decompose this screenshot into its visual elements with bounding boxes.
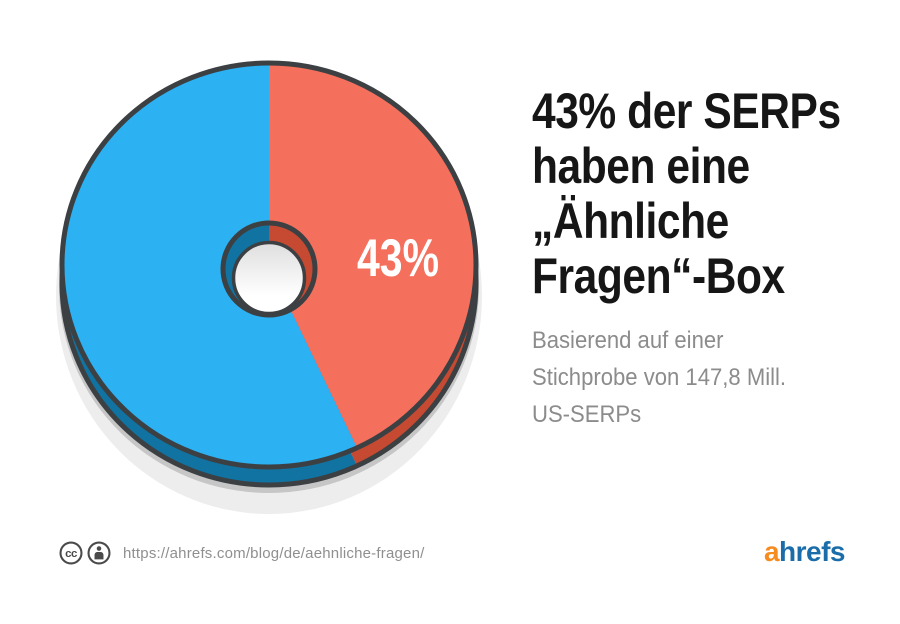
pie-segment-red — [269, 63, 477, 448]
hole-floor — [231, 240, 307, 316]
pie-data-label: 43% — [357, 229, 439, 288]
donut-chart-svg: 43% — [56, 60, 482, 514]
ahrefs-logo-a: a — [763, 536, 780, 567]
pie-outline — [59, 60, 479, 470]
source-url: https://ahrefs.com/blog/de/aehnliche-fra… — [123, 544, 425, 562]
headline: 43% der SERPs haben eine „Ähnliche Frage… — [532, 83, 841, 304]
sample-note: Basierend auf einer Stichprobe von 147,8… — [532, 327, 787, 428]
cc-icon: cc — [59, 541, 83, 565]
ahrefs-logo-hrefs: hrefs — [779, 536, 845, 567]
cc-icon-text: cc — [65, 548, 78, 560]
cc-by-attribution-icon — [87, 541, 111, 565]
pie-segment-blue — [62, 63, 358, 467]
ahrefs-logo: ahrefs — [763, 536, 846, 567]
donut-chart: 43% — [56, 60, 482, 514]
license-bar: cc https://ahrefs.com/blog/de/aehnliche-… — [59, 541, 424, 565]
